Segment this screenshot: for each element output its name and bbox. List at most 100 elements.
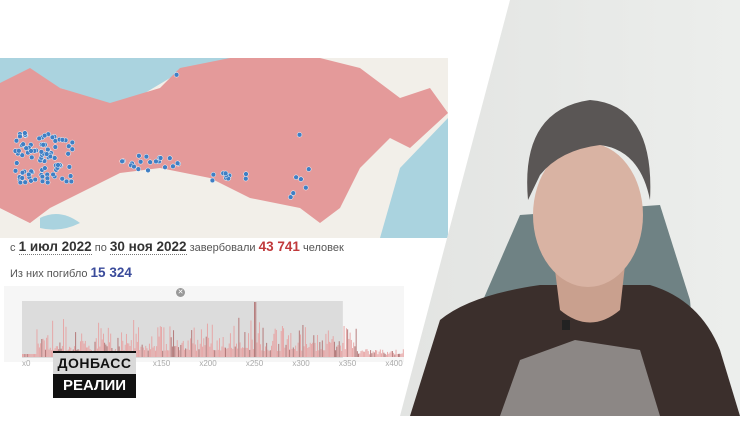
map-pin[interactable] <box>143 153 150 160</box>
map-pin[interactable] <box>42 165 48 171</box>
map-pin[interactable] <box>16 148 22 154</box>
map-pin[interactable] <box>49 134 56 140</box>
histogram-bar <box>271 345 272 357</box>
map-pin[interactable] <box>303 185 309 191</box>
map-pin[interactable] <box>306 166 312 172</box>
map-pin[interactable] <box>153 158 159 165</box>
map-pin[interactable] <box>243 176 249 182</box>
map-pin[interactable] <box>162 164 168 170</box>
map-pin[interactable] <box>147 159 153 165</box>
map-pin[interactable] <box>22 130 28 136</box>
map-pin[interactable] <box>138 159 144 165</box>
histogram-bar <box>165 343 167 357</box>
map-pin[interactable] <box>243 171 249 177</box>
map-pin[interactable] <box>119 158 125 164</box>
date-from-picker[interactable]: 1 июл 2022 <box>18 239 92 255</box>
map-pin[interactable] <box>222 170 229 176</box>
map-pin[interactable] <box>288 194 294 200</box>
map-pin[interactable] <box>65 151 71 157</box>
map-pin[interactable] <box>68 178 74 185</box>
map-pin[interactable] <box>145 167 151 174</box>
map-pin[interactable] <box>209 177 216 184</box>
date-to-picker[interactable]: 30 ноя 2022 <box>109 239 187 255</box>
map-pin[interactable] <box>13 138 20 144</box>
map-pin[interactable] <box>59 137 66 143</box>
map-pin[interactable] <box>52 155 58 161</box>
histogram-bar <box>393 352 395 357</box>
histogram-bar <box>352 348 353 357</box>
map-pin[interactable] <box>174 160 181 166</box>
map-pin[interactable] <box>32 176 38 183</box>
map-pin[interactable] <box>38 149 45 155</box>
histogram-bar <box>205 336 207 357</box>
map-pin[interactable] <box>40 142 46 148</box>
map-pin[interactable] <box>298 176 304 182</box>
map-pin[interactable] <box>19 175 25 181</box>
map-pin[interactable] <box>66 143 72 149</box>
map-pin[interactable] <box>12 168 19 174</box>
map-pin[interactable] <box>157 155 164 161</box>
map-pin[interactable] <box>66 164 73 170</box>
map-pins <box>12 72 312 200</box>
map-pin[interactable] <box>69 146 75 152</box>
map-pin[interactable] <box>44 151 50 157</box>
histogram-bar <box>378 351 380 357</box>
histogram-bar <box>371 353 373 357</box>
map-pin[interactable] <box>39 178 46 185</box>
histogram-bar <box>100 328 102 357</box>
histogram-bar <box>267 349 269 357</box>
map-pin[interactable] <box>290 190 296 196</box>
histogram-bar <box>32 354 34 357</box>
map-pin[interactable] <box>19 152 25 158</box>
map-pin[interactable] <box>135 166 141 172</box>
histogram-bar <box>215 350 217 357</box>
histogram-bar <box>163 327 165 357</box>
map-pin[interactable] <box>67 173 74 179</box>
close-icon[interactable]: ✕ <box>176 288 185 297</box>
histogram-bar <box>381 353 382 357</box>
map-pin[interactable] <box>210 171 217 178</box>
histogram-bar <box>223 347 225 357</box>
histogram-bar <box>145 345 147 357</box>
map-pin[interactable] <box>14 160 20 166</box>
map-pin[interactable] <box>69 139 75 146</box>
map-pin[interactable] <box>52 144 58 150</box>
histogram-bar <box>239 342 241 357</box>
map-pin[interactable] <box>19 170 26 176</box>
histogram-bar <box>298 330 300 357</box>
map-pin[interactable] <box>23 145 29 151</box>
histogram-bar <box>364 351 366 357</box>
map-pin[interactable] <box>29 154 35 161</box>
map-pin[interactable] <box>20 141 26 147</box>
histogram-bar <box>389 352 391 357</box>
histogram-bar <box>210 343 212 357</box>
map-pin[interactable] <box>45 179 51 186</box>
map-pin[interactable] <box>17 133 23 140</box>
map-pin[interactable] <box>59 176 65 182</box>
map-pin[interactable] <box>39 173 46 180</box>
map-pin[interactable] <box>36 135 42 142</box>
logo-line1: ДОНБАСС <box>53 351 136 374</box>
map-pin[interactable] <box>136 153 142 159</box>
map-pin[interactable] <box>50 171 56 178</box>
map-pin[interactable] <box>296 132 303 138</box>
histogram-bar <box>209 346 211 357</box>
histogram-bar <box>40 343 42 357</box>
map-pin[interactable] <box>173 72 180 78</box>
map-pin[interactable] <box>170 163 176 169</box>
map-pin[interactable] <box>17 179 24 186</box>
map-pin[interactable] <box>41 132 48 139</box>
map-pin[interactable] <box>26 171 32 178</box>
map-pin[interactable] <box>167 155 173 161</box>
histogram-bar <box>65 326 67 357</box>
histogram-bar <box>263 350 265 357</box>
map-pin[interactable] <box>293 174 299 180</box>
map-pin[interactable] <box>131 163 137 170</box>
map-pin[interactable] <box>55 162 61 168</box>
map-pin[interactable] <box>28 148 34 154</box>
histogram-bar <box>217 349 219 357</box>
recruitment-map[interactable] <box>0 58 448 238</box>
map-pin[interactable] <box>22 179 28 185</box>
map-pin[interactable] <box>63 178 70 185</box>
tick-label: x200 <box>199 359 217 368</box>
